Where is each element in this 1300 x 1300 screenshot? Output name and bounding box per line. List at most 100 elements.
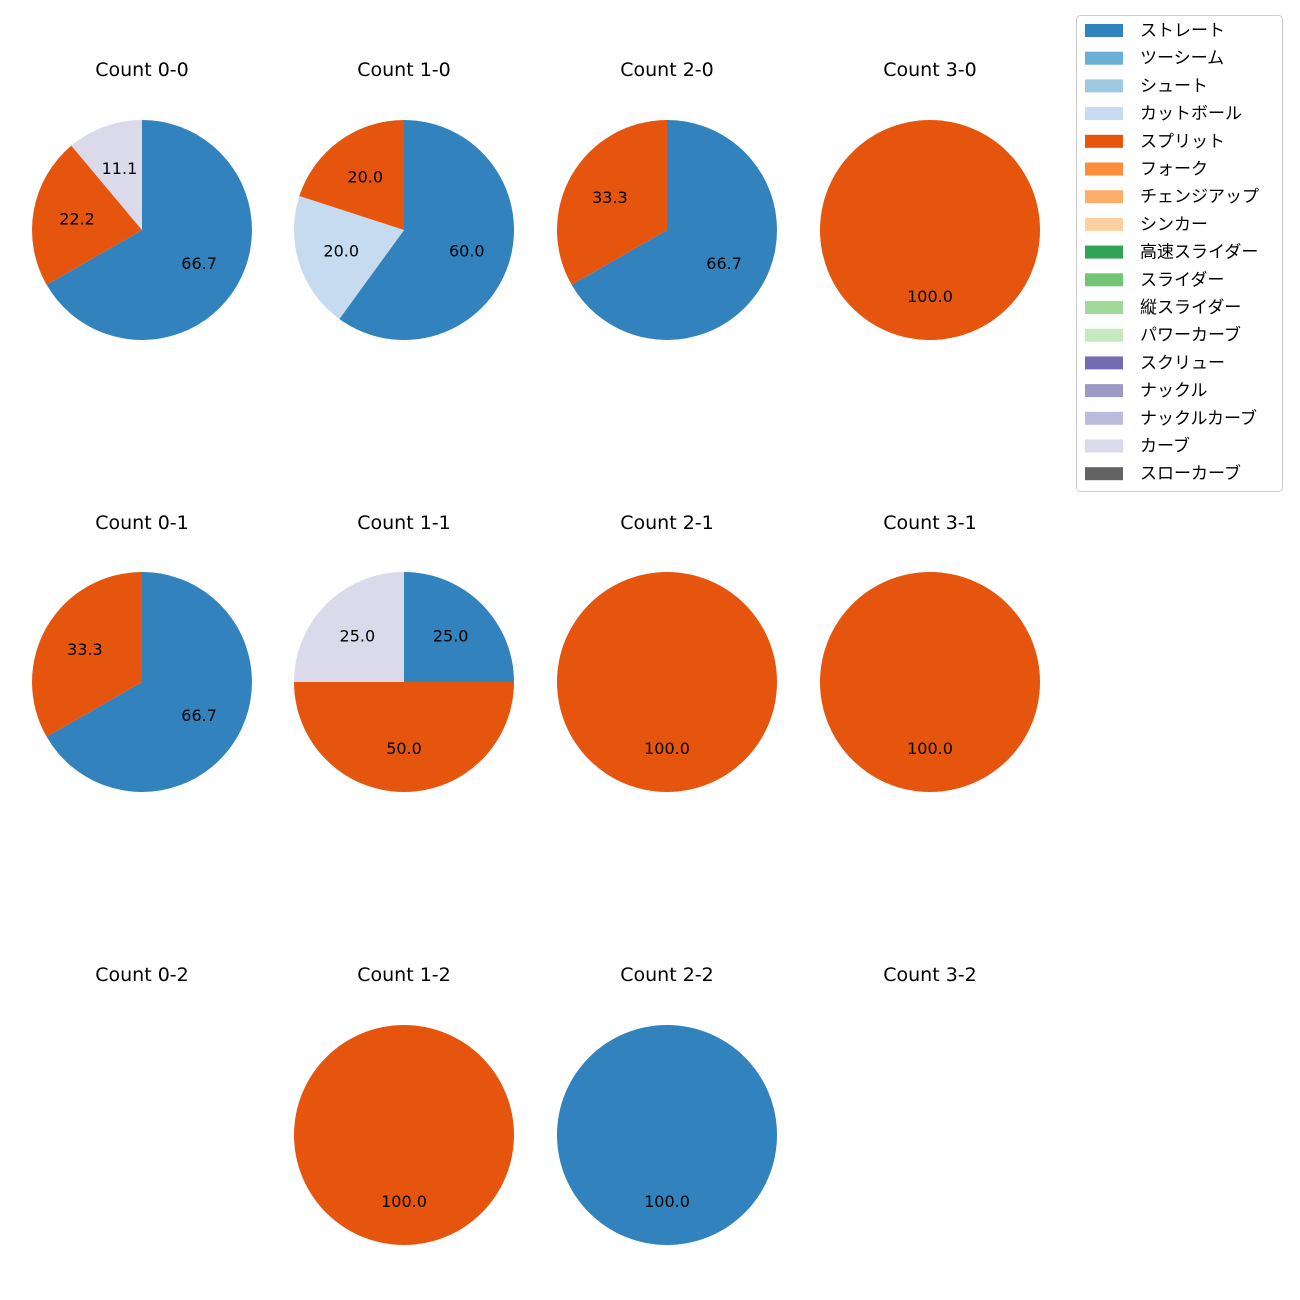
legend-label: シンカー bbox=[1140, 215, 1208, 235]
pie-slice bbox=[31, 572, 142, 737]
legend-swatch bbox=[1085, 439, 1123, 453]
pie-title: Count 2-0 bbox=[620, 59, 714, 81]
legend-item-14: ナックルカーブ bbox=[1085, 408, 1257, 429]
legend-label: ツーシーム bbox=[1140, 49, 1224, 69]
pie-slice-label: 100.0 bbox=[644, 1192, 690, 1211]
pie-slice bbox=[294, 196, 404, 319]
pie-slice-label: 33.3 bbox=[67, 640, 103, 659]
pie-slice bbox=[404, 572, 514, 682]
legend-swatch bbox=[1085, 79, 1123, 93]
legend-swatch bbox=[1085, 411, 1123, 425]
pie-panel-count-3-0: Count 3-0 100.0 bbox=[820, 59, 1040, 340]
pie-title: Count 1-0 bbox=[357, 59, 451, 81]
pie-slice-label: 20.0 bbox=[323, 241, 359, 260]
legend-swatch bbox=[1085, 467, 1123, 481]
pie-slice-label: 66.7 bbox=[181, 706, 217, 725]
pie-slice-label: 25.0 bbox=[340, 626, 376, 645]
pie-slice bbox=[71, 120, 142, 230]
legend-swatch bbox=[1085, 107, 1123, 121]
pie-panel-count-1-0: Count 1-0 60.0 20.0 20.0 bbox=[294, 59, 514, 340]
pie-slice-label: 33.3 bbox=[592, 188, 628, 207]
pie-slice bbox=[557, 572, 777, 792]
pie-slice-label: 100.0 bbox=[907, 287, 953, 306]
pie-slice bbox=[820, 572, 1040, 792]
legend-item-8: 高速スライダー bbox=[1085, 243, 1258, 263]
legend-label: パワーカーブ bbox=[1140, 325, 1241, 346]
pie-title: Count 1-1 bbox=[357, 512, 451, 534]
pie-panel-count-1-1: Count 1-1 25.0 50.0 25.0 bbox=[294, 512, 514, 792]
legend-swatch bbox=[1085, 190, 1123, 204]
pie-slice-label: 100.0 bbox=[644, 739, 690, 758]
pie-slice bbox=[294, 572, 404, 682]
pie-slice bbox=[557, 1025, 777, 1245]
pie-slice-label: 22.2 bbox=[59, 209, 95, 228]
legend-item-13: ナックル bbox=[1085, 381, 1208, 401]
pie-slice bbox=[46, 572, 253, 792]
legend-swatch bbox=[1085, 384, 1123, 398]
legend-item-15: カーブ bbox=[1085, 436, 1190, 457]
legend-label: シュート bbox=[1140, 76, 1208, 96]
legend-label: スプリット bbox=[1140, 132, 1225, 152]
legend: ストレートツーシームシュートカットボールスプリットフォークチェンジアップシンカー… bbox=[1076, 15, 1283, 492]
pie-title: Count 0-1 bbox=[95, 512, 189, 534]
pie-slice-label: 11.1 bbox=[102, 159, 138, 178]
legend-label: スローカーブ bbox=[1140, 463, 1241, 484]
pie-title: Count 3-1 bbox=[883, 512, 977, 534]
legend-label: カーブ bbox=[1140, 436, 1190, 457]
legend-item-3: カットボール bbox=[1085, 104, 1242, 124]
legend-swatch bbox=[1085, 301, 1123, 314]
pie-title: Count 3-0 bbox=[883, 59, 977, 81]
legend-label: スクリュー bbox=[1140, 353, 1225, 373]
legend-item-11: パワーカーブ bbox=[1085, 325, 1241, 346]
pie-slice-label: 25.0 bbox=[433, 626, 469, 645]
pie-slice-label: 100.0 bbox=[907, 739, 953, 758]
pie-slice-label: 20.0 bbox=[347, 168, 383, 187]
pie-slice-label: 66.7 bbox=[706, 254, 742, 273]
pie-title: Count 2-1 bbox=[620, 512, 714, 534]
legend-label: ナックル bbox=[1140, 381, 1208, 401]
pie-slice bbox=[294, 682, 514, 792]
pie-panel-count-2-2: Count 2-2 100.0 bbox=[557, 964, 777, 1245]
pie-panel-count-2-1: Count 2-1 100.0 bbox=[557, 512, 777, 792]
legend-swatch bbox=[1085, 24, 1123, 37]
legend-item-12: スクリュー bbox=[1085, 353, 1225, 373]
legend-label: カットボール bbox=[1140, 104, 1242, 124]
pie-panel-count-1-2: Count 1-2 100.0 bbox=[294, 964, 514, 1245]
legend-swatch bbox=[1085, 273, 1123, 287]
pie-slice bbox=[556, 120, 667, 285]
pie-slice-label: 60.0 bbox=[449, 241, 485, 260]
legend-swatch bbox=[1085, 245, 1123, 259]
pie-title: Count 0-2 bbox=[95, 964, 189, 986]
legend-item-5: フォーク bbox=[1085, 160, 1208, 180]
legend-swatch bbox=[1085, 328, 1123, 342]
pie-title: Count 1-2 bbox=[357, 964, 451, 986]
pie-slice bbox=[299, 120, 404, 230]
pie-slice bbox=[820, 120, 1040, 340]
legend-label: 縦スライダー bbox=[1140, 298, 1241, 318]
legend-swatch bbox=[1085, 356, 1123, 370]
legend-item-6: チェンジアップ bbox=[1085, 187, 1259, 207]
legend-swatch bbox=[1085, 162, 1123, 176]
legend-item-1: ツーシーム bbox=[1085, 49, 1224, 69]
legend-label: ナックルカーブ bbox=[1140, 408, 1257, 429]
pie-panel-count-3-1: Count 3-1 100.0 bbox=[820, 512, 1040, 792]
pie-slice-label: 66.7 bbox=[181, 254, 217, 273]
pie-panel-count-2-0: Count 2-0 66.7 33.3 bbox=[556, 59, 777, 340]
legend-item-10: 縦スライダー bbox=[1085, 298, 1241, 318]
pie-slice bbox=[571, 120, 777, 340]
pie-title: Count 0-0 bbox=[95, 59, 189, 81]
pie-panel-count-0-1: Count 0-1 66.7 33.3 bbox=[31, 512, 253, 792]
pie-slice-label: 100.0 bbox=[381, 1192, 427, 1211]
pie-panel-count-0-0: Count 0-0 66.7 22.2 11.1 bbox=[31, 59, 253, 340]
pie-slice bbox=[294, 1025, 514, 1245]
pie-title: Count 3-2 bbox=[883, 964, 977, 986]
legend-label: フォーク bbox=[1140, 160, 1208, 180]
legend-swatch bbox=[1085, 217, 1123, 231]
legend-item-0: ストレート bbox=[1085, 21, 1225, 41]
legend-swatch bbox=[1085, 51, 1123, 65]
legend-item-9: スライダー bbox=[1085, 270, 1224, 290]
pie-title: Count 2-2 bbox=[620, 964, 714, 986]
legend-frame bbox=[1076, 15, 1283, 492]
legend-swatch bbox=[1085, 134, 1123, 148]
